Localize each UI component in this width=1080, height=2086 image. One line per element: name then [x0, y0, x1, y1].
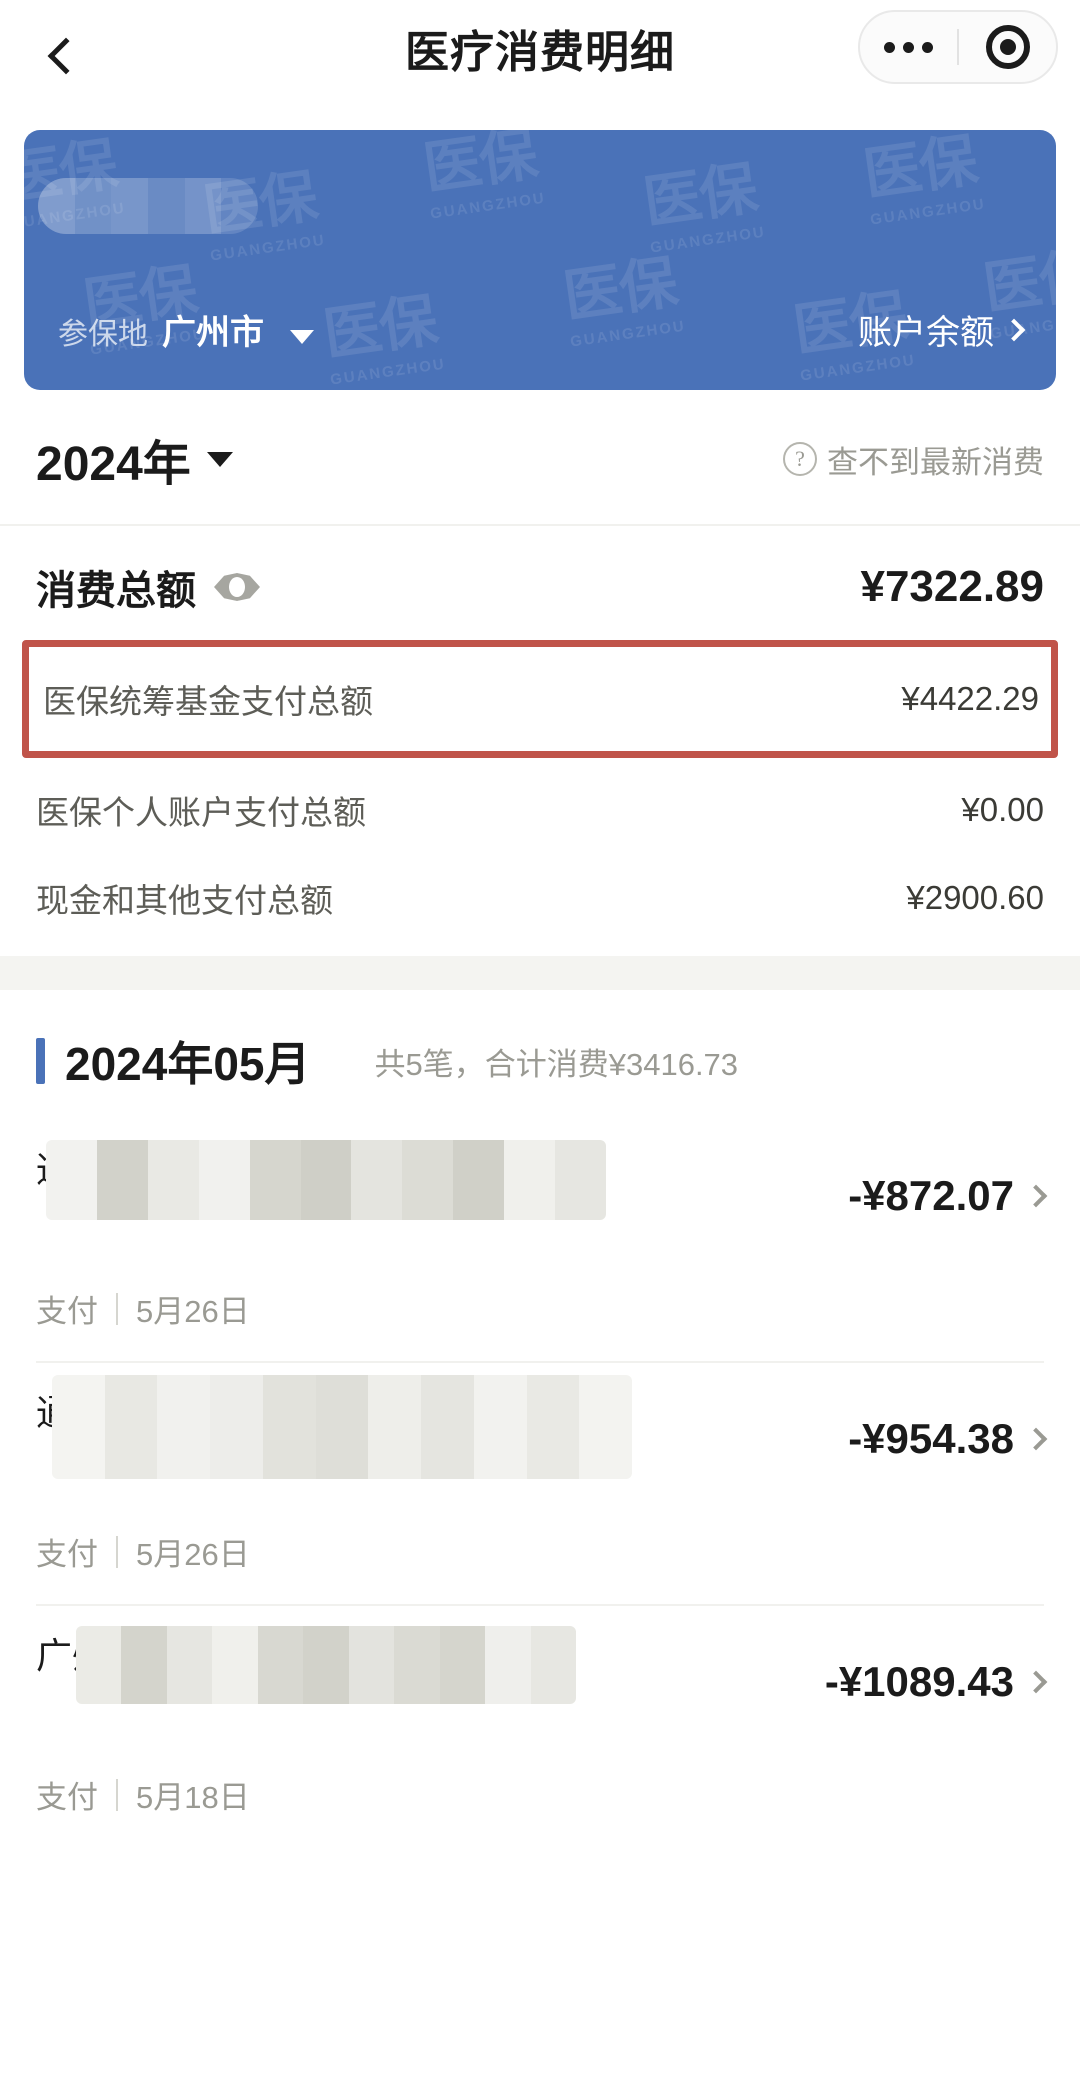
summary-row-value: ¥2900.60 — [906, 879, 1044, 916]
summary-row-label: 医保个人账户支付总额 — [36, 794, 366, 831]
transaction-title-wrap: 广州市某某医院普通门诊 — [36, 1626, 825, 1738]
total-spending-row: 消费总额 ¥7322.89 — [36, 526, 1044, 634]
transaction-amount-wrap: -¥872.07 — [848, 1146, 1048, 1220]
transaction-title: 广州市某某医院普通门诊 — [36, 1635, 433, 1676]
summary-row-value: ¥4422.29 — [901, 680, 1039, 717]
transaction-meta: 支付 5月18日 — [36, 1772, 1044, 1817]
total-spending-value: ¥7322.89 — [860, 562, 1044, 611]
mini-program-capsule — [858, 10, 1058, 84]
year-filter-row: 2024年 ? 查不到最新消费 — [0, 390, 1080, 524]
transaction-amount: -¥1089.43 — [824, 1658, 1014, 1705]
summary-section: 消费总额 ¥7322.89 医保统筹基金支付总额 ¥4422.29 医保个人账户… — [0, 524, 1080, 956]
transaction-title: 通门诊 — [36, 1392, 145, 1433]
transaction-list: 通门诊 -¥872.07 支付 5月26日 — [0, 1120, 1080, 1847]
summary-row: 医保统筹基金支付总额 ¥4422.29 — [43, 653, 1039, 745]
summary-row: 现金和其他支付总额 ¥2900.60 — [36, 854, 1044, 956]
section-divider — [0, 956, 1080, 990]
transaction-date: 5月26日 — [136, 1294, 250, 1329]
account-balance-label: 账户余额 — [858, 314, 994, 352]
summary-row: 医保个人账户支付总额 ¥0.00 — [36, 766, 1044, 854]
transaction-amount-wrap: -¥1089.43 — [824, 1632, 1048, 1706]
month-accent-bar — [36, 1038, 45, 1084]
card-bottom-row: 参保地 广州市 账户余额 — [24, 305, 1056, 354]
transaction-amount: -¥872.07 — [848, 1172, 1014, 1219]
chevron-right-icon — [1002, 318, 1026, 341]
insured-location-value: 广州市 — [162, 314, 264, 352]
transaction-title: 通门诊 — [36, 1149, 145, 1190]
cannot-find-latest-link[interactable]: ? 查不到最新消费 — [783, 437, 1044, 482]
transaction-meta: 支付 5月26日 — [36, 1286, 1044, 1331]
transaction-date: 5月26日 — [136, 1537, 250, 1572]
insurance-card-wrapper: 医保 GUANGZHOU 医保 GUANGZHOU 医保 GUANGZHOU 医保 GU… — [0, 112, 1080, 390]
month-summary-meta: 共5笔，合计消费¥3416.73 — [374, 1046, 739, 1082]
chevron-right-icon — [1024, 1427, 1048, 1451]
transaction-status: 支付 — [36, 1780, 98, 1815]
transaction-title-wrap: 通门诊 — [36, 1140, 848, 1252]
meta-divider — [116, 1778, 118, 1811]
transaction-amount-wrap: -¥954.38 — [848, 1389, 1048, 1463]
transaction-row[interactable]: 通门诊 -¥872.07 支付 5月26日 — [36, 1120, 1048, 1363]
masked-user-name — [38, 178, 258, 234]
target-circle-icon — [985, 25, 1030, 69]
transaction-title-wrap: 通门诊 — [36, 1375, 848, 1495]
account-balance-link[interactable]: 账户余额 — [858, 305, 1026, 354]
summary-row-label: 现金和其他支付总额 — [36, 882, 333, 919]
transaction-amount: -¥954.38 — [848, 1415, 1014, 1462]
page-title: 医疗消费明细 — [405, 28, 675, 77]
transaction-row[interactable]: 通门诊 -¥954.38 支付 5月26日 — [36, 1363, 1048, 1606]
year-selector[interactable]: 2024年 — [36, 424, 233, 494]
transaction-row[interactable]: 广州市某某医院普通门诊 -¥1089.43 支付 5月18日 — [36, 1606, 1048, 1847]
chevron-right-icon — [1024, 1670, 1048, 1694]
eye-visibility-icon[interactable] — [214, 573, 260, 601]
question-mark-icon: ? — [783, 442, 817, 476]
summary-row-value: ¥0.00 — [961, 791, 1044, 828]
insured-location-selector[interactable]: 参保地 广州市 — [58, 305, 314, 354]
navigation-bar: 医疗消费明细 — [0, 0, 1080, 112]
meta-divider — [116, 1292, 118, 1325]
transaction-date: 5月18日 — [136, 1780, 250, 1815]
chevron-down-icon — [290, 330, 314, 344]
chevron-right-icon — [1024, 1184, 1048, 1208]
highlighted-summary-row: 医保统筹基金支付总额 ¥4422.29 — [22, 640, 1058, 758]
more-dots-icon[interactable] — [860, 41, 957, 53]
total-spending-label: 消费总额 — [36, 569, 196, 613]
insured-location-label: 参保地 — [58, 318, 148, 351]
transaction-meta: 支付 5月26日 — [36, 1529, 1044, 1574]
capsule-divider — [957, 29, 959, 65]
meta-divider — [116, 1535, 118, 1568]
transaction-status: 支付 — [36, 1294, 98, 1329]
chevron-down-icon — [206, 451, 233, 467]
transaction-status: 支付 — [36, 1537, 98, 1572]
summary-row-label: 医保统筹基金支付总额 — [43, 683, 373, 720]
close-target-button[interactable] — [959, 25, 1056, 69]
cannot-find-latest-text: 查不到最新消费 — [827, 444, 1044, 480]
year-value: 2024年 — [36, 438, 191, 491]
insurance-card[interactable]: 医保 GUANGZHOU 医保 GUANGZHOU 医保 GUANGZHOU 医保 GU… — [24, 130, 1056, 390]
month-header: 2024年05月 共5笔，合计消费¥3416.73 — [0, 990, 1080, 1120]
month-title: 2024年05月 — [65, 1038, 311, 1090]
